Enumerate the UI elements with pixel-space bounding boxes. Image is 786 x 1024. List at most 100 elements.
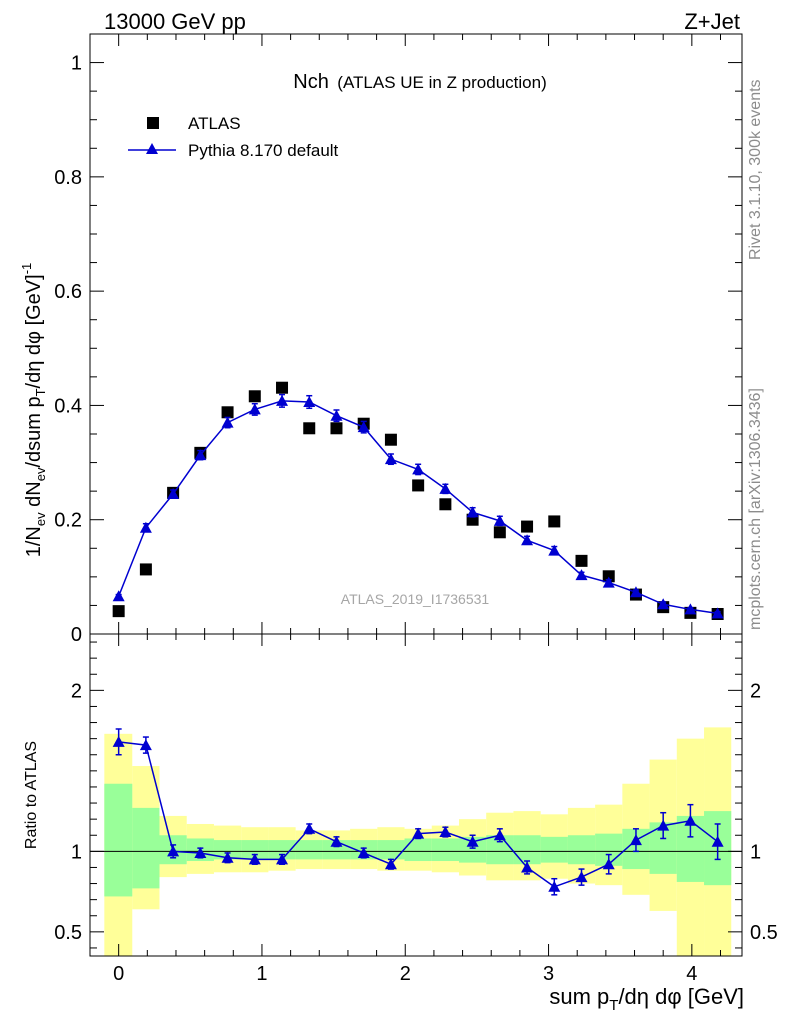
uncertainty-band-green (213, 840, 242, 860)
ratio-plot-frame (89, 633, 743, 957)
ratio-plot-area: 0 1 2 3 4 0.5 0.5 1 1 2 2 (54, 633, 778, 985)
atlas-data-point (139, 563, 152, 576)
ratio-y-tick-label: 2 (750, 680, 761, 702)
atlas-data-point (412, 479, 425, 492)
ratio-data-point (303, 822, 316, 834)
ratio-data-point (330, 835, 343, 847)
uncertainty-band-green (431, 838, 459, 862)
pythia-data-point (194, 449, 207, 461)
x-axis-label: sum pT/dη dφ [GeV] (549, 984, 744, 1014)
atlas-data-point (548, 515, 561, 528)
x-tick-label: 4 (686, 963, 697, 985)
uncertainty-band-green (132, 807, 160, 889)
ratio-data-point (684, 814, 697, 826)
uncertainty-band-green (295, 840, 323, 860)
atlas-data-point (330, 422, 343, 435)
uncertainty-band-green (377, 840, 405, 860)
atlas-data-point (575, 554, 588, 567)
pythia-data-point (439, 482, 452, 494)
legend: ATLAS Pythia 8.170 default (128, 114, 339, 160)
pythia-data-point (521, 534, 534, 546)
pythia-data-point (167, 488, 180, 499)
mcplots-source-label: mcplots.cern.ch [arXiv:1306.3436] (747, 388, 764, 630)
analysis-watermark: ATLAS_2019_I1736531 (341, 591, 490, 607)
ratio-data-point (439, 826, 452, 838)
plot-title: Nch (ATLAS UE in Z production) (293, 71, 546, 93)
ratio-y-axis-label: Ratio to ATLAS (23, 741, 40, 849)
main-y-tick-label: 0.4 (54, 395, 82, 417)
ratio-data-point (248, 853, 261, 865)
main-y-tick-label: 0.6 (54, 281, 82, 303)
pythia-data-point (629, 586, 642, 598)
pythia-data-point (357, 421, 370, 433)
process-label: Z+Jet (684, 9, 740, 34)
ratio-y-tick-label: 1 (750, 841, 761, 863)
main-y-tick-label: 0.2 (54, 510, 82, 532)
pythia-data-point (657, 598, 670, 610)
rivet-version-label: Rivet 3.1.10, 300k events (747, 79, 764, 260)
pythia-data-point (248, 403, 261, 415)
pythia-data-point (330, 409, 343, 421)
legend-pythia-label: Pythia 8.170 default (188, 141, 339, 160)
ratio-data-point (276, 853, 289, 865)
ratio-data-point (167, 845, 180, 857)
pythia-data-point (384, 453, 397, 465)
ratio-data-point (575, 871, 588, 883)
main-plot-area: 0 0.2 0.4 0.6 0.8 1 (54, 33, 743, 646)
uncertainty-band-green (567, 835, 596, 865)
atlas-data-point (112, 605, 125, 618)
ratio-data-point (112, 735, 125, 747)
pythia-data-point (303, 396, 316, 407)
main-y-tick-label: 1 (71, 53, 82, 75)
x-tick-label: 3 (543, 963, 554, 985)
ratio-data-point (629, 834, 642, 846)
ratio-data-point (221, 851, 234, 863)
atlas-data-point (384, 433, 397, 446)
legend-pythia-marker (146, 143, 158, 154)
pythia-data-point (548, 544, 561, 556)
pythia-data-point (602, 576, 615, 588)
pythia-data-point (112, 590, 125, 602)
legend-atlas-label: ATLAS (188, 114, 241, 133)
ratio-data-point (548, 880, 561, 892)
uncertainty-band-green (241, 840, 269, 860)
atlas-data-point (248, 390, 261, 403)
uncertainty-band-green (404, 838, 432, 862)
energy-label: 13000 GeV pp (104, 9, 246, 34)
uncertainty-band-green (268, 840, 296, 860)
ratio-data-point (412, 827, 425, 839)
ratio-y-tick-label: 2 (71, 680, 82, 702)
main-y-axis-label: 1/Nev dNev/dsum pT/dη dφ [GeV]-1 (19, 263, 48, 558)
pythia-data-point (711, 607, 724, 619)
atlas-data-point (521, 520, 534, 533)
pythia-data-point (221, 416, 234, 428)
atlas-data-point (303, 422, 316, 435)
x-tick-label: 1 (256, 963, 267, 985)
pythia-line (117, 400, 718, 615)
ratio-data-point (466, 835, 479, 847)
pythia-data-point (575, 569, 588, 581)
main-y-tick-label: 0.8 (54, 167, 82, 189)
x-tick-label: 2 (400, 963, 411, 985)
uncertainty-band-green (104, 783, 133, 897)
pythia-data-point (684, 603, 697, 615)
pythia-data-point (466, 506, 479, 518)
pythia-data-point (493, 514, 506, 526)
atlas-data-point (221, 406, 234, 419)
ratio-y-tick-label: 0.5 (54, 922, 82, 944)
pythia-data-point (412, 463, 425, 475)
ratio-y-tick-label: 1 (71, 841, 82, 863)
pythia-data-point (139, 521, 152, 533)
uncertainty-band-green (540, 836, 568, 863)
ratio-data-point (602, 858, 615, 870)
ratio-data-point (711, 835, 724, 847)
x-tick-label: 0 (113, 963, 124, 985)
ratio-data-point (139, 739, 152, 751)
atlas-data-point (493, 526, 506, 539)
legend-atlas-marker (147, 117, 159, 129)
ratio-data-point (194, 846, 207, 858)
atlas-data-point (276, 381, 289, 394)
ratio-data-point (493, 829, 506, 841)
ratio-data-point (384, 858, 397, 870)
